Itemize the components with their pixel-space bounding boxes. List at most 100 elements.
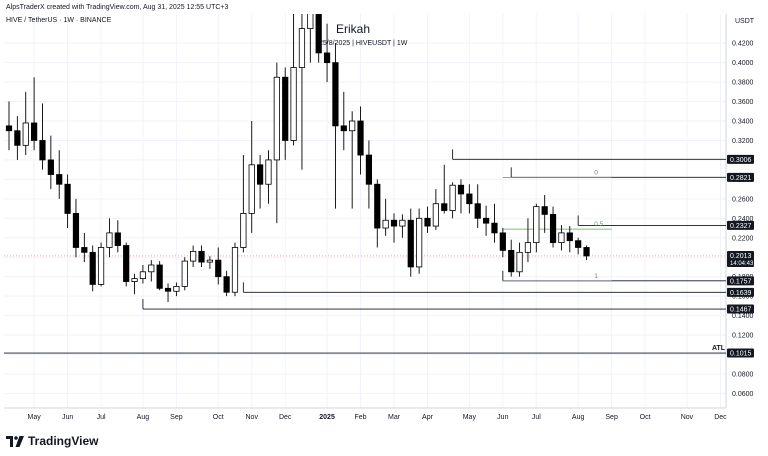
svg-text:0.1639: 0.1639 <box>730 290 752 297</box>
candle-body <box>499 232 506 251</box>
candle-body <box>256 164 264 185</box>
candle-up <box>449 182 456 219</box>
candle-body <box>558 232 565 244</box>
tradingview-branding: TradingView <box>6 433 98 449</box>
candle-up <box>181 257 188 291</box>
time-tick-label: Apr <box>422 414 434 421</box>
candle-down <box>365 140 373 209</box>
price-tick-label: 0.0600 <box>732 391 754 398</box>
candle-up <box>148 260 155 282</box>
candle-body <box>457 184 465 195</box>
candle-body <box>64 183 71 214</box>
candle-up <box>139 264 147 284</box>
time-tick-label: Jun <box>497 414 508 421</box>
candle-down <box>215 247 222 285</box>
candle-body <box>223 276 230 293</box>
candle-body <box>307 14 314 29</box>
candle-up <box>432 189 439 230</box>
time-tick-label: Oct <box>640 414 651 421</box>
time-tick-label: Feb <box>355 414 367 421</box>
candle-body <box>566 232 573 242</box>
level-price-label: 0.3006 <box>727 154 754 164</box>
price-tick-label: 0.1200 <box>732 333 754 340</box>
candle-body <box>349 120 356 132</box>
candle-body <box>298 28 306 68</box>
fib-level-label: 0 <box>594 169 598 176</box>
time-tick-label: May <box>27 414 41 421</box>
candle-body <box>416 217 423 268</box>
candle-body <box>22 122 29 146</box>
candle-down <box>89 245 96 292</box>
candle-down <box>164 283 172 302</box>
time-tick-label: Oct <box>213 414 224 421</box>
candle-down <box>282 67 289 160</box>
symbol-legend[interactable]: HIVE / TetherUS · 1W · BINANCE <box>6 17 112 24</box>
svg-text:0.1757: 0.1757 <box>730 278 752 285</box>
fib-level-label: 1 <box>594 273 598 280</box>
candle-down <box>323 23 331 83</box>
candle-down <box>575 237 582 255</box>
candle-body <box>190 250 197 262</box>
svg-text:0.2327: 0.2327 <box>730 223 752 230</box>
candle-down <box>332 43 339 209</box>
candle-down <box>491 203 498 243</box>
candle-body <box>156 264 163 289</box>
candle-body <box>290 67 297 141</box>
candle-down <box>499 228 506 258</box>
candle-up <box>558 225 565 251</box>
candle-up <box>382 198 389 236</box>
candle-up <box>533 203 540 253</box>
tradingview-logo-icon <box>6 435 24 447</box>
price-tick-label: 0.2200 <box>732 235 754 242</box>
candle-down <box>357 106 364 175</box>
candle-body <box>31 122 38 141</box>
candle-up <box>416 208 423 274</box>
candle-body <box>273 76 280 161</box>
candle-down <box>424 206 431 233</box>
candle-body <box>47 159 54 175</box>
candle-down <box>39 103 46 170</box>
candle-down <box>466 184 473 214</box>
time-tick-label: Nov <box>681 414 694 421</box>
candle-body <box>81 247 88 253</box>
time-tick-label: Aug <box>137 414 150 421</box>
time-tick-label: Mar <box>388 414 401 421</box>
candle-down <box>541 194 548 233</box>
price-tick-label: 0.3200 <box>732 138 754 145</box>
candle-body <box>240 213 247 248</box>
candle-body <box>106 232 113 248</box>
candle-body <box>432 203 439 227</box>
candle-up <box>206 256 213 269</box>
candle-down <box>47 135 54 190</box>
time-tick-label: Nov <box>246 414 259 421</box>
candle-body <box>541 206 548 215</box>
candle-body <box>340 125 347 132</box>
candle-body <box>14 130 21 146</box>
candle-body <box>323 52 331 64</box>
fib-level-label: 0.5 <box>594 221 603 228</box>
candle-body <box>181 260 188 287</box>
candle-body <box>231 247 239 293</box>
price-axis-currency: USDT <box>735 18 755 25</box>
candle-body <box>5 125 13 132</box>
candle-body <box>449 184 456 211</box>
candles <box>5 14 590 302</box>
current-price-value: 0.2013 <box>730 253 752 260</box>
candle-up <box>290 14 297 146</box>
time-tick-label: Sep <box>605 414 618 421</box>
candle-body <box>575 240 582 248</box>
atl-tag: ATL <box>712 345 726 352</box>
candle-down <box>256 155 264 209</box>
price-tick-label: 0.3400 <box>732 119 754 126</box>
candle-up <box>273 62 280 224</box>
candle-down <box>482 205 490 236</box>
plot-area: 00.51 <box>4 14 726 354</box>
time-tick-label: May <box>463 414 477 421</box>
candle-body <box>390 219 398 227</box>
candle-body <box>89 251 96 285</box>
candle-down <box>31 77 38 151</box>
candle-body <box>491 222 498 234</box>
